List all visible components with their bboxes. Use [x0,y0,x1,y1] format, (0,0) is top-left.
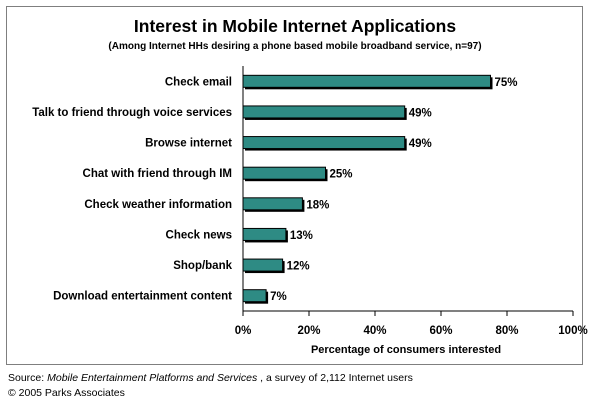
bar-check-email [242,74,491,88]
source-prefix: Source: [8,372,47,384]
x-axis-ticks: 0% 20% 40% 60% 80% 100% [235,311,588,337]
bar-check-news [242,227,287,241]
value-label-shop-bank: 12% [287,261,310,273]
source-title: Mobile Entertainment Platforms and Servi… [47,372,258,384]
value-label-check-weather-information: 18% [306,199,329,211]
category-label-download-entertainment-content: Download entertainment content [53,291,232,303]
x-tick-label-20: 20% [297,325,320,337]
source-suffix: , a survey of 2,112 Internet users [257,372,413,384]
bar-check-weather-information [242,197,303,211]
category-label-talk-to-friend-through-voice-services: Talk to friend through voice services [32,107,232,119]
category-label-browse-internet: Browse internet [145,138,232,150]
x-tick-label-0: 0% [235,325,252,337]
chart-subtitle: (Among Internet HHs desiring a phone bas… [108,41,481,52]
category-label-check-weather-information: Check weather information [84,199,232,211]
bar-chat-with-friend-through-im [242,166,326,180]
value-label-talk-to-friend-through-voice-services: 49% [409,107,432,119]
chart-border [6,6,583,365]
category-label-check-email: Check email [165,76,232,88]
value-label-chat-with-friend-through-im: 25% [330,169,353,181]
x-axis-title: Percentage of consumers interested [311,344,501,356]
category-labels: Check email Talk to friend through voice … [32,76,232,302]
x-tick-label-80: 80% [495,325,518,337]
bar-shop-bank [242,258,284,272]
x-tick-label-100: 100% [558,325,587,337]
bar-download-entertainment-content [242,289,267,303]
value-label-browse-internet: 49% [409,138,432,150]
bar-talk-to-friend-through-voice-services [242,105,406,119]
source-note: Source: Mobile Entertainment Platforms a… [8,372,413,384]
value-label-check-email: 75% [495,77,518,89]
category-label-check-news: Check news [166,229,232,241]
category-label-chat-with-friend-through-im: Chat with friend through IM [83,168,232,180]
chart-title: Interest in Mobile Internet Applications [134,16,456,36]
value-label-check-news: 13% [290,230,313,242]
value-label-download-entertainment-content: 7% [270,291,287,303]
x-tick-label-40: 40% [363,325,386,337]
category-label-shop-bank: Shop/bank [173,260,232,272]
x-tick-label-60: 60% [429,325,452,337]
copyright-note: © 2005 Parks Associates [8,387,125,399]
bar-browse-internet [242,136,406,150]
value-labels: 75% 49% 49% 25% 18% 13% 12% 7% [270,77,517,303]
